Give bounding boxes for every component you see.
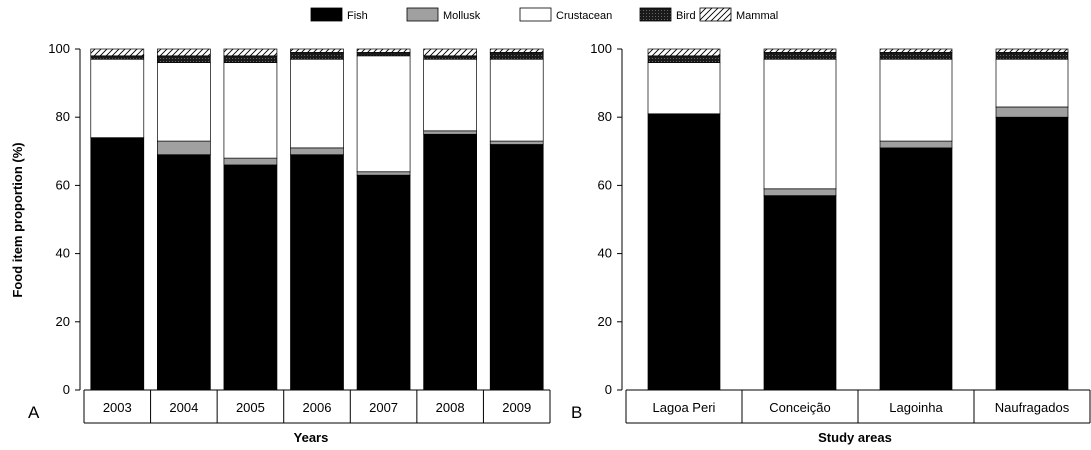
bar-segment-crustacean-lagoinha [879, 58, 953, 142]
bar-segment-mammal-conceicao [763, 48, 837, 53]
bar-segment-bird-lagoa-peri [647, 55, 721, 63]
bar-segment-crustacean-lagoa-peri [647, 62, 721, 115]
panel-a-chart: Food item proportion (%) Years A 0 20 40 60… [10, 41, 551, 445]
bar-segment-mollusk-2006 [290, 147, 344, 156]
panel-b-x-axis-label: Study areas [818, 430, 892, 445]
bar-segment-mammal-2004 [157, 48, 211, 57]
panel-a-category-label: 2008 [436, 400, 465, 415]
bar-segment-mammal-2003 [90, 48, 145, 57]
panel-a-category-label: 2005 [236, 400, 265, 415]
panel-a-y-tick-label: 60 [56, 177, 70, 192]
bar-segment-fish-2008 [423, 133, 477, 391]
bar-segment-mammal-naufragados [995, 48, 1069, 53]
bar-segment-crustacean-2009 [489, 58, 544, 142]
bar-segment-mollusk-2009 [489, 140, 544, 145]
bar-segment-bird-2009 [489, 52, 544, 60]
bar-segment-fish-conceicao [763, 195, 837, 391]
legend: Fish Mollusk Crustacean Bird Mammal [310, 7, 778, 22]
panel-a-y-tick-label: 80 [56, 109, 70, 124]
legend-swatch-crustacean [519, 7, 552, 22]
bar-segment-fish-lagoinha [879, 147, 953, 391]
bar-segment-mammal-2006 [290, 48, 344, 53]
legend-label-fish: Fish [347, 10, 368, 22]
panel-b-category-label: Lagoinha [889, 400, 943, 415]
panel-b-category-label: Conceição [769, 400, 830, 415]
bar-segment-mollusk-2005 [223, 157, 278, 166]
legend-swatch-bird [639, 7, 672, 22]
legend-label-crustacean: Crustacean [556, 10, 612, 22]
bar-segment-mammal-lagoa-peri [647, 48, 721, 57]
bar-segment-crustacean-conceicao [763, 58, 837, 190]
bar-segment-fish-2004 [157, 154, 211, 391]
bar-segment-crustacean-2007 [356, 55, 411, 173]
bar-segment-bird-2005 [223, 55, 278, 63]
panel-b-y-tick-label: 80 [598, 109, 612, 124]
legend-label-mollusk: Mollusk [443, 10, 481, 22]
panel-b-y-tick-label: 0 [605, 382, 612, 397]
bar-segment-bird-lagoinha [879, 52, 953, 60]
bar-segment-bird-2008 [423, 55, 477, 60]
panel-a-y-tick-label: 40 [56, 246, 70, 261]
panel-b-y-tick-label: 100 [590, 41, 612, 56]
panel-b-y-tick-label: 40 [598, 246, 612, 261]
bar-segment-crustacean-2008 [423, 58, 477, 132]
bar-segment-fish-2007 [356, 174, 411, 391]
panel-a-category-label: 2009 [502, 400, 531, 415]
bar-segment-mammal-2007 [356, 48, 411, 53]
bar-segment-fish-2003 [90, 137, 145, 391]
panel-b-chart: Study areas B 0 20 40 60 80 100 Lagoa Peri Conc… [571, 41, 1091, 445]
bar-segment-fish-2006 [290, 154, 344, 391]
panel-b-y-tick-label: 60 [598, 177, 612, 192]
bar-segment-crustacean-naufragados [995, 58, 1069, 108]
legend-swatch-fish [310, 7, 343, 22]
panel-a-y-tick-label: 100 [48, 41, 70, 56]
panel-a-y-axis-label: Food item proportion (%) [10, 142, 25, 297]
bar-segment-fish-lagoa-peri [647, 113, 721, 391]
bar-segment-mollusk-2007 [356, 171, 411, 176]
legend-swatch-mammal [699, 7, 732, 22]
bar-segment-bird-2004 [157, 55, 211, 63]
panel-a-category-label: 2006 [303, 400, 332, 415]
bar-segment-mollusk-lagoinha [879, 140, 953, 149]
panel-b-category-label: Lagoa Peri [653, 400, 716, 415]
panel-a-category-label: 2004 [169, 400, 198, 415]
panel-b-y-tick-label: 20 [598, 314, 612, 329]
legend-label-bird: Bird [676, 10, 696, 22]
bar-segment-bird-conceicao [763, 52, 837, 60]
panel-a-x-axis-label: Years [294, 430, 329, 445]
bar-segment-bird-2003 [90, 55, 145, 60]
bar-segment-fish-2005 [223, 164, 278, 391]
bar-segment-mollusk-2004 [157, 140, 211, 156]
bar-segment-mollusk-2008 [423, 130, 477, 135]
panel-a-y-tick-label: 0 [63, 382, 70, 397]
legend-swatch-mollusk [406, 7, 439, 22]
bar-segment-mollusk-naufragados [995, 106, 1069, 118]
panel-a-category-label: 2007 [369, 400, 398, 415]
bar-segment-bird-2006 [290, 52, 344, 60]
bar-segment-mammal-lagoinha [879, 48, 953, 53]
bar-segment-mammal-2008 [423, 48, 477, 57]
panel-a-y-tick-label: 20 [56, 314, 70, 329]
bar-segment-mammal-2009 [489, 48, 544, 53]
bar-segment-crustacean-2004 [157, 62, 211, 142]
bar-segment-bird-naufragados [995, 52, 1069, 60]
bar-segment-fish-2009 [489, 144, 544, 391]
bar-segment-crustacean-2005 [223, 62, 278, 159]
bar-segment-mollusk-conceicao [763, 188, 837, 196]
legend-label-mammal: Mammal [736, 10, 778, 22]
bar-segment-bird-2007 [356, 52, 411, 57]
panel-b-label: B [571, 403, 582, 422]
bar-segment-fish-naufragados [995, 116, 1069, 391]
panel-a-label: A [28, 403, 40, 422]
bar-segment-crustacean-2003 [90, 58, 145, 139]
panel-b-category-label: Naufragados [995, 400, 1070, 415]
bar-segment-crustacean-2006 [290, 58, 344, 149]
panel-a-category-label: 2003 [103, 400, 132, 415]
bar-segment-mammal-2005 [223, 48, 278, 57]
